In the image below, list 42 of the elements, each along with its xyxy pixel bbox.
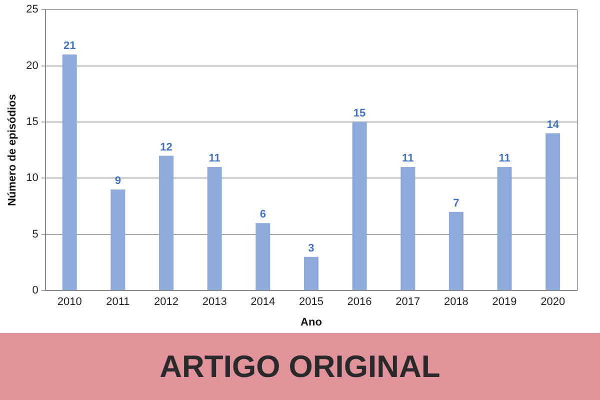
x-tick-label: 2012 (154, 296, 178, 308)
data-label: 9 (114, 174, 121, 187)
x-tick-label: 2018 (444, 296, 468, 308)
bar (400, 166, 416, 290)
bar (256, 223, 270, 290)
data-label: 12 (160, 141, 172, 154)
data-label: 3 (308, 242, 314, 254)
data-label: 7 (453, 197, 460, 210)
data-label: 11 (498, 152, 510, 164)
data-label: 14 (546, 118, 560, 131)
x-tick-label: 2015 (298, 296, 324, 308)
x-tick-label: 2019 (492, 296, 517, 308)
x-tick-label: 2014 (250, 296, 276, 308)
y-tick-label: 5 (32, 228, 38, 240)
bar (497, 166, 512, 290)
x-tick-label: 2011 (106, 296, 130, 308)
banner: ARTIGO ORIGINAL (0, 333, 600, 400)
y-tick-label: 10 (26, 172, 38, 184)
data-label: 15 (353, 108, 366, 120)
bar (448, 212, 464, 290)
x-tick-label: 2017 (396, 296, 420, 308)
data-label: 11 (208, 152, 220, 164)
data-label: 11 (402, 152, 414, 164)
bar (546, 133, 560, 290)
x-tick-label: 2013 (202, 296, 227, 308)
bar (207, 166, 222, 290)
y-tick-label: 20 (26, 60, 38, 72)
x-axis-title: Ano (300, 316, 322, 328)
y-tick-label: 0 (32, 284, 38, 297)
bar (62, 54, 77, 290)
data-label: 21 (63, 40, 76, 52)
bar (110, 189, 126, 290)
bar (352, 122, 367, 290)
data-label: 6 (260, 208, 266, 221)
bar (304, 256, 318, 290)
x-tick-label: 2010 (57, 296, 82, 308)
y-axis-title: Número de episódios (6, 94, 19, 206)
y-tick-label: 25 (26, 4, 38, 16)
x-tick-label: 2016 (347, 296, 372, 308)
x-tick-label: 2020 (540, 296, 566, 308)
bar (158, 156, 174, 290)
y-tick-label: 15 (26, 116, 38, 128)
